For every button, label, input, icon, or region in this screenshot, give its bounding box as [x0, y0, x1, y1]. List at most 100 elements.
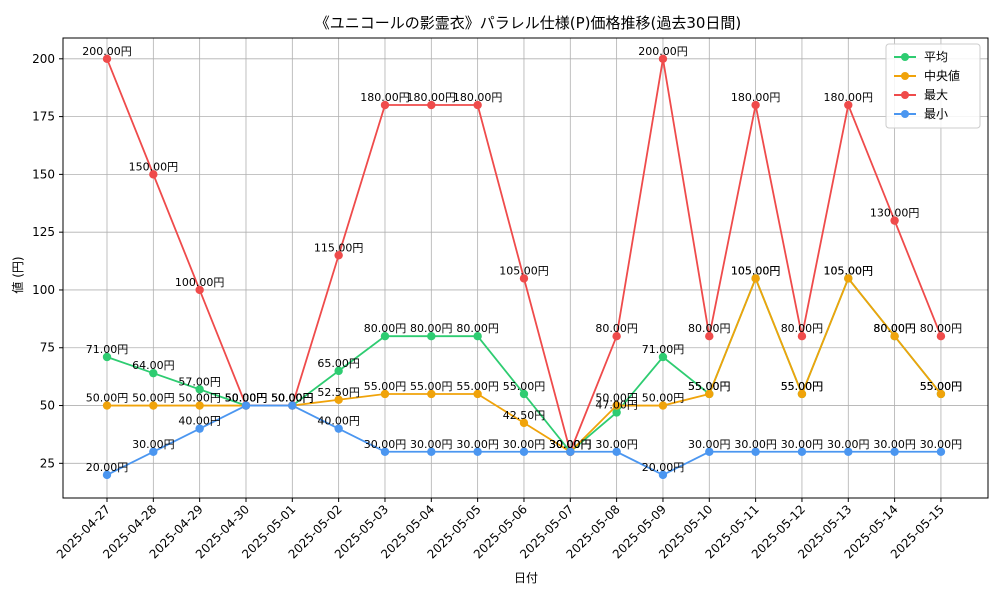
data-label-0: 65.00円: [317, 357, 360, 370]
y-axis-label: 値 (円): [10, 256, 25, 293]
data-label-1: 52.50円: [317, 386, 360, 399]
y-tick-label: 75: [40, 341, 55, 355]
series-layer: [102, 54, 946, 480]
data-label-0: 105.00円: [824, 264, 874, 277]
data-point-2: [751, 100, 760, 110]
data-point-1: [380, 389, 390, 399]
data-label-1: 80.00円: [873, 322, 916, 335]
data-point-1: [473, 389, 482, 399]
data-label-2: 180.00円: [731, 91, 781, 104]
data-point-0: [195, 385, 204, 394]
data-label-0: 64.00円: [132, 359, 175, 372]
legend-entry: 平均: [924, 50, 948, 64]
data-label-2: 130.00円: [870, 207, 920, 220]
data-label-3: 50.00円: [271, 392, 314, 405]
data-point-1: [890, 331, 899, 341]
data-point-1: [658, 401, 668, 410]
x-axis: 2025-04-272025-04-282025-04-292025-04-30…: [54, 498, 947, 561]
data-point-2: [519, 274, 529, 283]
data-point-1: [797, 389, 807, 399]
data-label-2: 105.00円: [499, 264, 549, 277]
data-point-1: [936, 389, 946, 399]
data-label-0: 71.00円: [86, 343, 129, 356]
data-label-1: 30.00円: [549, 438, 592, 451]
data-label-2: 180.00円: [360, 91, 410, 104]
data-point-3: [149, 447, 158, 456]
data-label-1: 105.00円: [731, 264, 781, 277]
data-point-1: [195, 401, 204, 410]
data-label-3: 40.00円: [178, 415, 221, 428]
data-label-3: 30.00円: [364, 438, 407, 451]
legend-entry: 最大: [924, 88, 948, 102]
data-label-3: 30.00円: [781, 438, 824, 451]
legend-entry: 最小: [924, 107, 948, 121]
data-label-0: 30.00円: [549, 438, 592, 451]
data-label-2: 80.00円: [920, 322, 963, 335]
data-point-3: [566, 447, 575, 456]
data-point-2: [658, 54, 668, 64]
data-label-0: 47.00円: [595, 398, 638, 411]
data-label-0: 55.00円: [688, 380, 731, 393]
data-point-3: [427, 447, 436, 456]
data-label-3: 50.00円: [225, 392, 268, 405]
y-tick-label: 200: [32, 52, 55, 66]
data-point-3: [890, 447, 899, 456]
data-label-2: 115.00円: [314, 241, 364, 254]
data-label-1: 50.00円: [86, 392, 129, 405]
data-point-0: [149, 368, 158, 378]
data-point-0: [102, 352, 112, 362]
data-label-0: 50.00円: [271, 392, 314, 405]
plot-frame: [62, 37, 989, 499]
data-label-0: 105.00円: [731, 264, 781, 277]
data-label-2: 200.00円: [638, 45, 688, 58]
data-label-1: 42.50円: [503, 409, 546, 422]
y-tick-label: 50: [40, 399, 55, 413]
grid: [63, 38, 988, 498]
data-label-0: 50.00円: [225, 392, 268, 405]
data-label-3: 30.00円: [595, 438, 638, 451]
data-label-1: 55.00円: [364, 380, 407, 393]
data-point-3: [195, 424, 204, 433]
data-label-3: 30.00円: [688, 438, 731, 451]
data-point-2: [473, 100, 482, 110]
data-label-3: 20.00円: [642, 461, 685, 474]
data-label-3: 30.00円: [132, 438, 175, 451]
data-label-1: 55.00円: [688, 380, 731, 393]
data-label-2: 80.00円: [781, 322, 824, 335]
data-label-1: 55.00円: [920, 380, 963, 393]
data-point-3: [936, 447, 946, 456]
data-point-2: [705, 331, 714, 341]
data-point-3: [797, 447, 807, 456]
data-label-0: 80.00円: [456, 322, 499, 335]
data-label-2: 180.00円: [824, 91, 874, 104]
data-point-0: [427, 331, 436, 341]
data-point-1: [844, 274, 853, 283]
data-label-0: 55.00円: [920, 380, 963, 393]
y-tick-label: 100: [32, 283, 55, 297]
legend-marker: [901, 91, 909, 99]
data-label-0: 55.00円: [503, 380, 546, 393]
data-label-1: 55.00円: [781, 380, 824, 393]
data-point-1: [102, 401, 112, 410]
data-label-0: 71.00円: [642, 343, 685, 356]
data-point-0: [612, 408, 621, 417]
data-label-2: 200.00円: [82, 45, 132, 58]
data-label-3: 30.00円: [920, 438, 963, 451]
data-label-3: 30.00円: [873, 438, 916, 451]
y-tick-label: 150: [32, 167, 55, 181]
data-point-2: [890, 216, 899, 225]
data-label-0: 80.00円: [410, 322, 453, 335]
data-point-2: [195, 285, 204, 295]
data-point-3: [844, 447, 853, 456]
data-point-3: [288, 401, 297, 410]
data-point-3: [705, 447, 714, 456]
data-point-3: [612, 447, 621, 456]
data-label-3: 30.00円: [827, 438, 870, 451]
legend-marker: [901, 110, 909, 118]
data-point-0: [473, 331, 482, 341]
data-label-3: 30.00円: [549, 438, 592, 451]
data-label-3: 30.00円: [410, 438, 453, 451]
data-point-3: [519, 447, 529, 456]
